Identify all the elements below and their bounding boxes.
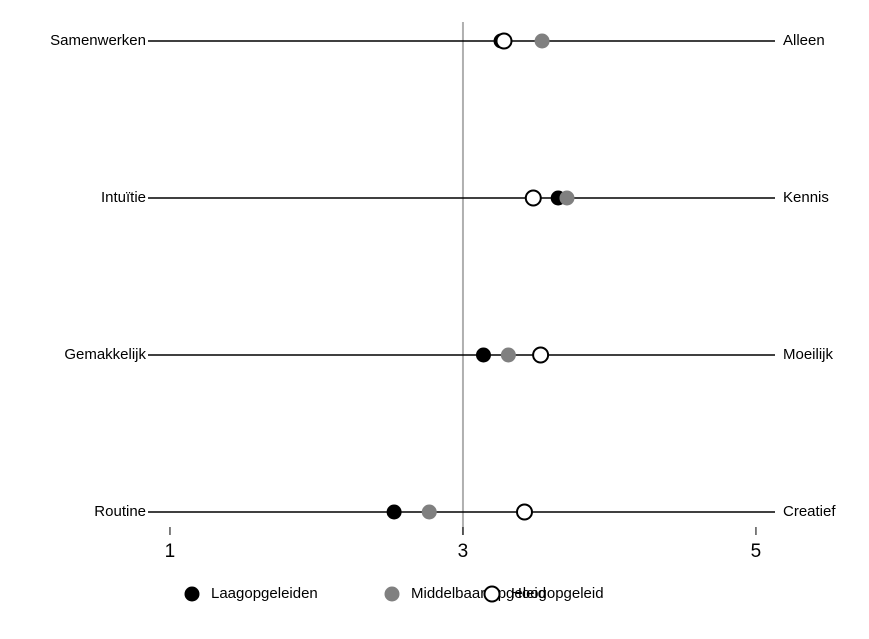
legend-marker: [483, 585, 501, 603]
point: [559, 190, 575, 206]
point: [534, 33, 550, 49]
legend-label: Hoogopgeleid: [511, 585, 604, 602]
x-tick-label: 1: [165, 541, 176, 562]
point: [421, 504, 437, 520]
left-label: Samenwerken: [50, 32, 146, 49]
point: [386, 504, 402, 520]
legend-marker: [384, 586, 400, 602]
right-label: Moeilijk: [783, 346, 834, 363]
right-label: Alleen: [783, 32, 825, 49]
legend-label: Laagopgeleiden: [211, 585, 318, 602]
point: [500, 347, 516, 363]
point: [515, 503, 533, 521]
legend-label: Middelbaar opgeleid: [411, 585, 546, 602]
point: [524, 189, 542, 207]
left-label: Gemakkelijk: [64, 346, 146, 363]
point: [532, 346, 550, 364]
x-tick-label: 3: [458, 541, 469, 562]
point: [495, 32, 513, 50]
right-label: Kennis: [783, 189, 829, 206]
point: [475, 347, 491, 363]
right-label: Creatief: [783, 503, 836, 520]
x-tick-label: 5: [751, 541, 762, 562]
left-label: Routine: [94, 503, 146, 520]
legend-marker: [184, 586, 200, 602]
left-label: Intuïtie: [101, 189, 146, 206]
